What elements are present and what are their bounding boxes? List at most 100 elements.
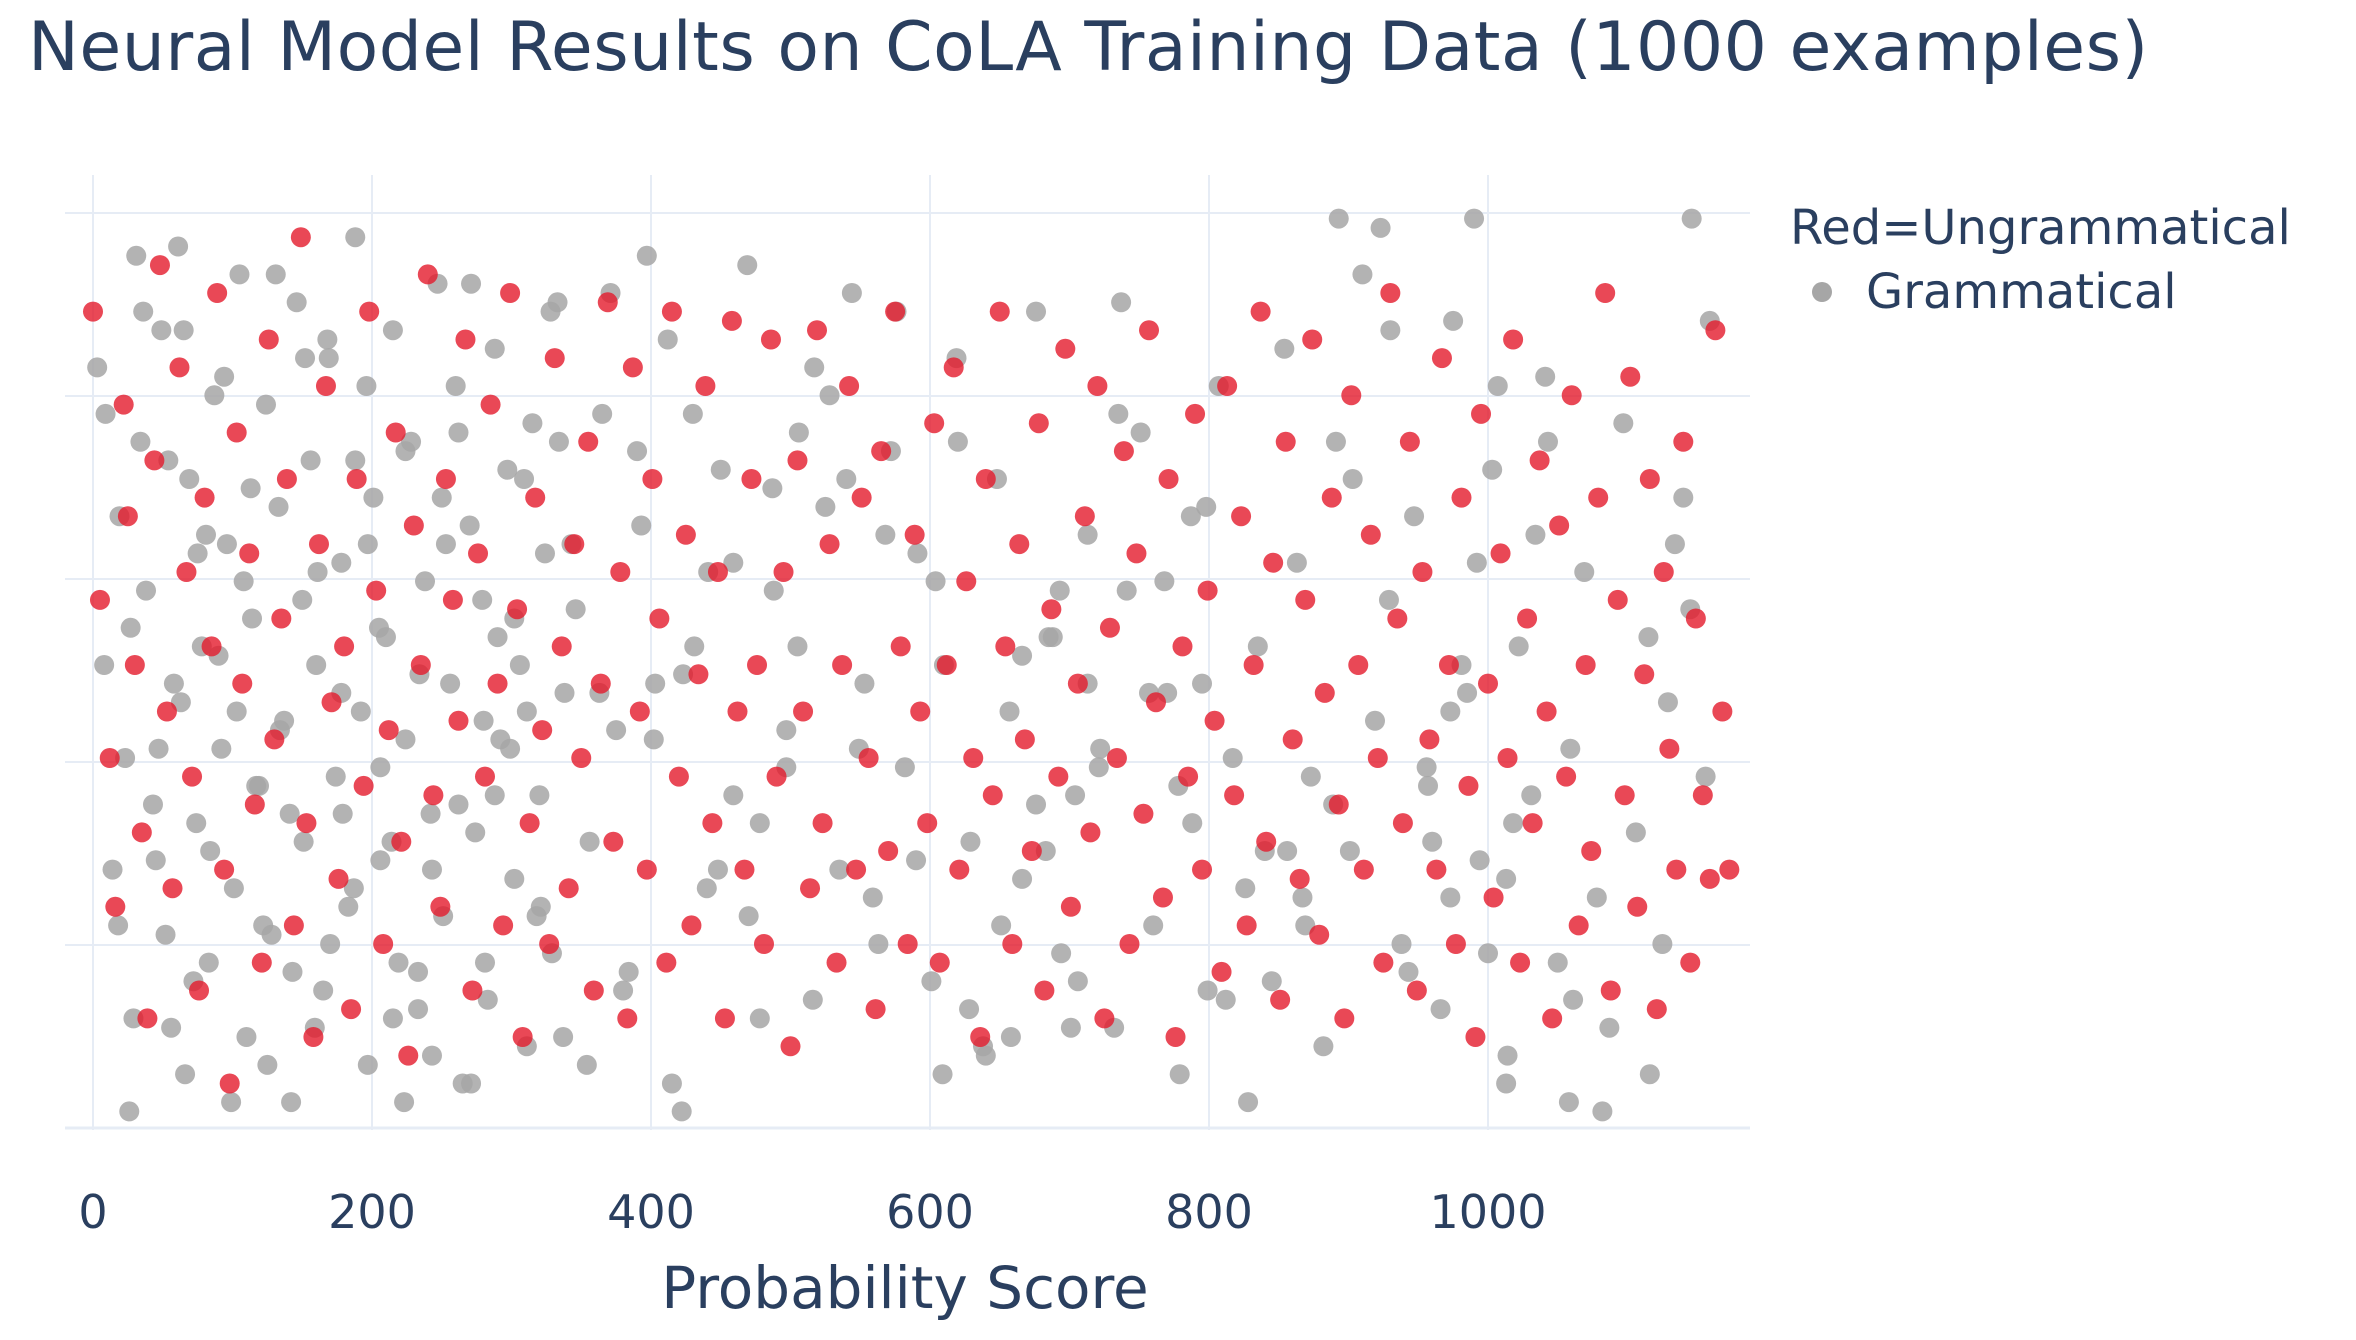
grammatical-point — [226, 701, 247, 722]
grammatical-point — [126, 245, 147, 266]
legend-label: Grammatical — [1866, 264, 2177, 320]
ungrammatical-point — [366, 580, 387, 601]
grammatical-point — [484, 785, 505, 806]
ungrammatical-point — [1653, 562, 1674, 582]
legend-title: Red=Ungrammatical — [1790, 200, 2291, 256]
grammatical-point — [108, 915, 129, 936]
ungrammatical-point — [1028, 413, 1049, 434]
ungrammatical-point — [532, 720, 553, 741]
ungrammatical-point — [1373, 952, 1394, 973]
ungrammatical-point — [590, 673, 611, 694]
ungrammatical-point — [800, 878, 821, 899]
grammatical-point — [787, 636, 808, 657]
ungrammatical-point — [507, 599, 528, 620]
ungrammatical-point — [949, 859, 970, 880]
ungrammatical-point — [1367, 748, 1388, 768]
ungrammatical-point — [219, 1073, 240, 1094]
grammatical-point — [1196, 496, 1217, 517]
grammatical-point — [723, 552, 744, 573]
ungrammatical-point — [1458, 775, 1479, 796]
ungrammatical-point — [1126, 543, 1147, 564]
ungrammatical-point — [1231, 506, 1252, 527]
grammatical-point — [1537, 431, 1558, 452]
ungrammatical-point — [1302, 329, 1323, 350]
grammatical-point — [497, 459, 518, 480]
grammatical-point — [509, 655, 530, 675]
legend-item-grammatical[interactable]: Grammatical — [1812, 264, 2291, 320]
grammatical-point — [1088, 757, 1109, 778]
ungrammatical-point — [1399, 431, 1420, 452]
grammatical-point — [991, 915, 1012, 936]
ungrammatical-point — [113, 394, 134, 415]
grammatical-point — [815, 496, 836, 517]
grammatical-point — [932, 1064, 953, 1085]
grammatical-point — [1625, 822, 1646, 843]
grammatical-point — [1274, 338, 1295, 359]
ungrammatical-point — [353, 775, 374, 796]
grammatical-point — [1599, 1017, 1620, 1038]
ungrammatical-point — [702, 813, 723, 834]
ungrammatical-point — [1041, 599, 1062, 620]
grammatical-point — [120, 617, 141, 638]
ungrammatical-point — [162, 878, 183, 899]
ungrammatical-point — [681, 915, 702, 936]
ungrammatical-point — [1600, 980, 1621, 1001]
ungrammatical-point — [943, 357, 964, 378]
ungrammatical-point — [760, 329, 781, 350]
ungrammatical-point — [1620, 366, 1641, 387]
grammatical-point — [1657, 692, 1678, 713]
grammatical-point — [643, 729, 664, 750]
grammatical-point — [343, 878, 364, 899]
grammatical-point — [95, 403, 116, 424]
ungrammatical-point — [649, 608, 670, 629]
grammatical-point — [151, 320, 172, 341]
grammatical-point — [435, 534, 456, 555]
ungrammatical-point — [675, 524, 696, 545]
ungrammatical-point — [1060, 896, 1081, 917]
grammatical-point — [142, 794, 163, 815]
grammatical-point — [345, 227, 366, 248]
ungrammatical-point — [1426, 859, 1447, 880]
ungrammatical-point — [890, 636, 911, 657]
grammatical-point — [565, 599, 586, 620]
ungrammatical-point — [519, 813, 540, 834]
grammatical-point — [547, 292, 568, 313]
ungrammatical-point — [564, 534, 585, 555]
ungrammatical-point — [1412, 562, 1433, 582]
grammatical-point — [461, 273, 482, 294]
grammatical-point — [1440, 887, 1461, 908]
grammatical-point — [1418, 775, 1439, 796]
grammatical-point — [1443, 310, 1464, 331]
ungrammatical-point — [1048, 766, 1069, 787]
ungrammatical-point — [271, 608, 292, 629]
grammatical-point — [158, 450, 179, 471]
grammatical-point — [394, 1092, 415, 1113]
ungrammatical-point — [603, 831, 624, 852]
ungrammatical-point — [695, 376, 716, 396]
grammatical-point — [477, 989, 498, 1010]
grammatical-point — [161, 1017, 182, 1038]
grammatical-point — [749, 813, 770, 834]
ungrammatical-point — [1588, 487, 1609, 508]
grammatical-point — [1286, 552, 1307, 573]
ungrammatical-point — [182, 766, 203, 787]
ungrammatical-point — [558, 878, 579, 899]
grammatical-point — [382, 320, 403, 341]
grammatical-point — [1365, 710, 1386, 731]
ungrammatical-point — [1236, 915, 1257, 936]
grammatical-point — [1065, 785, 1086, 806]
grammatical-point — [749, 1008, 770, 1029]
ungrammatical-point — [1685, 608, 1706, 629]
ungrammatical-point — [1263, 552, 1284, 573]
grammatical-point — [1051, 943, 1072, 964]
grammatical-point — [261, 924, 282, 945]
ungrammatical-point — [1529, 450, 1550, 471]
grammatical-point — [242, 608, 263, 629]
grammatical-point — [504, 868, 525, 889]
ungrammatical-point — [373, 934, 394, 954]
ungrammatical-point — [169, 357, 190, 378]
grammatical-point — [1469, 850, 1490, 871]
grammatical-point — [1026, 301, 1047, 322]
grammatical-point — [613, 980, 634, 1001]
grammatical-point — [522, 413, 543, 434]
